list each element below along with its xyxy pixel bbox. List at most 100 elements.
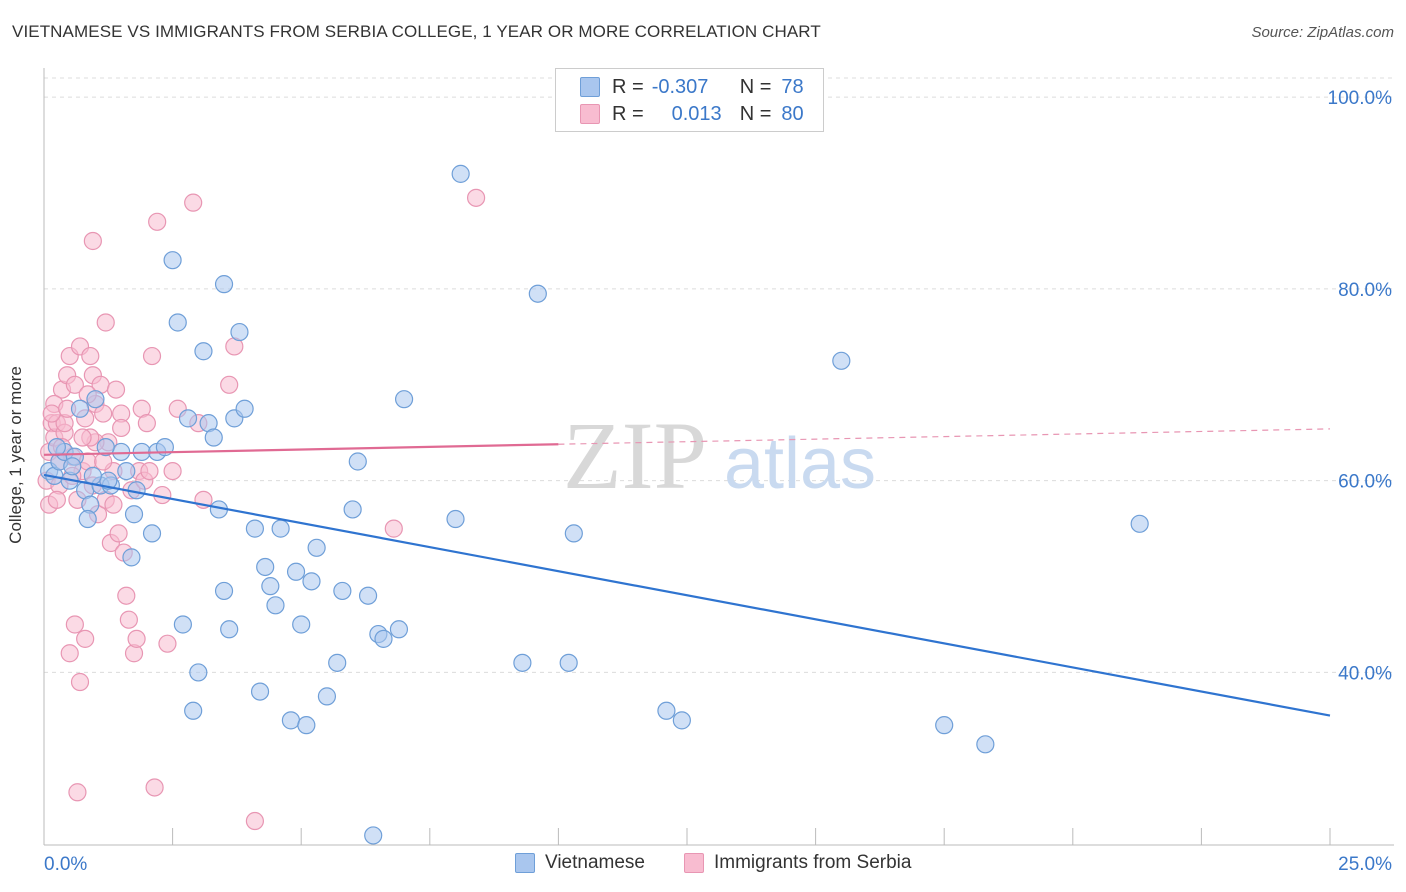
legend-label: Immigrants from Serbia: [714, 852, 912, 873]
legend-swatch-serbia: [580, 104, 600, 124]
data-point: [250, 682, 270, 701]
data-point: [142, 346, 162, 366]
stats-legend: R = -0.307 N = 78 R = 0.013 N = 80: [555, 68, 824, 132]
data-point: [60, 644, 79, 663]
tick-labels: 40.0% 60.0% 80.0% 100.0% 0.0% 25.0%: [44, 88, 1392, 875]
data-point: [307, 538, 326, 557]
data-point: [83, 231, 102, 251]
x-tick-label: 0.0%: [44, 854, 87, 875]
data-point: [261, 577, 280, 596]
r-label: R =: [612, 102, 644, 125]
data-point: [109, 524, 128, 543]
n-value: 80: [781, 102, 804, 125]
y-tick-label: 80.0%: [1338, 280, 1392, 301]
y-tick-label: 100.0%: [1328, 88, 1393, 109]
data-point: [173, 615, 192, 634]
watermark-atlas: atlas: [724, 424, 876, 504]
data-point: [358, 586, 378, 605]
data-point: [220, 375, 239, 394]
chart-title: VIETNAMESE VS IMMIGRANTS FROM SERBIA COL…: [12, 22, 821, 41]
data-point: [266, 596, 285, 615]
y-tick-label: 60.0%: [1338, 472, 1392, 493]
legend-row-vietnamese: R = -0.307 N = 78: [580, 74, 804, 100]
data-point: [220, 620, 239, 639]
data-point: [389, 620, 409, 639]
data-point: [189, 663, 208, 682]
data-point: [292, 615, 311, 634]
trend-line-vietnamese: [43, 473, 1331, 717]
axes: [43, 68, 1394, 846]
data-point: [333, 581, 352, 601]
data-point: [78, 509, 97, 529]
data-point: [451, 164, 470, 183]
watermark: ZIP atlas: [563, 402, 876, 509]
data-point: [286, 562, 306, 581]
data-point: [106, 380, 126, 399]
data-point: [42, 404, 61, 423]
data-point: [256, 557, 275, 577]
data-point: [194, 342, 213, 361]
r-label: R =: [612, 75, 644, 98]
n-label: N =: [739, 75, 772, 98]
data-point: [657, 701, 676, 720]
data-point: [96, 313, 115, 332]
data-point: [117, 586, 136, 605]
data-point: [184, 193, 203, 212]
y-tick-label: 40.0%: [1338, 663, 1392, 684]
data-point: [245, 811, 265, 831]
data-point: [672, 711, 691, 730]
n-value: 78: [781, 75, 804, 98]
watermark-zip: ZIP: [563, 402, 707, 509]
data-point: [184, 701, 203, 720]
trend-lines: [43, 428, 1331, 717]
data-point: [86, 390, 105, 409]
data-point: [47, 490, 66, 509]
data-point: [168, 313, 187, 332]
data-point: [145, 778, 164, 797]
data-point: [374, 629, 393, 648]
data-point: [104, 495, 123, 514]
data-point: [112, 442, 131, 462]
data-point: [348, 452, 367, 471]
x-tick-label: 25.0%: [1338, 854, 1392, 875]
data-point: [281, 711, 301, 730]
data-point: [73, 428, 92, 447]
data-point: [214, 581, 234, 601]
legend-swatch: [684, 853, 704, 873]
data-point: [394, 390, 414, 409]
data-point: [70, 672, 90, 692]
data-point: [140, 461, 159, 481]
legend-item-serbia: Immigrants from Serbia: [684, 852, 911, 874]
legend-item-vietnamese: Vietnamese: [515, 852, 645, 874]
data-point: [513, 653, 532, 672]
data-point: [76, 629, 95, 648]
data-point: [127, 629, 146, 648]
trend-line-serbia: [43, 443, 559, 456]
data-point: [83, 466, 102, 485]
n-label: N =: [739, 102, 772, 125]
data-point: [163, 251, 182, 270]
data-point: [214, 275, 234, 294]
data-point: [178, 409, 198, 428]
data-point: [158, 634, 177, 653]
legend-label: Vietnamese: [545, 852, 645, 873]
data-point: [271, 519, 290, 538]
data-point: [47, 438, 66, 457]
data-point: [148, 212, 167, 231]
data-point: [96, 438, 115, 457]
data-point: [117, 461, 136, 481]
data-point: [94, 404, 113, 423]
data-point: [163, 461, 182, 481]
data-point: [384, 519, 403, 538]
data-point: [559, 653, 578, 672]
data-point: [235, 399, 254, 418]
data-point: [204, 428, 223, 447]
data-point: [70, 399, 90, 418]
data-point: [564, 524, 583, 543]
data-point: [832, 351, 851, 370]
source-label: Source: ZipAtlas.com: [1251, 24, 1394, 41]
data-point: [935, 716, 954, 735]
data-point: [65, 375, 84, 394]
data-point: [1130, 514, 1149, 533]
data-point: [124, 505, 144, 524]
